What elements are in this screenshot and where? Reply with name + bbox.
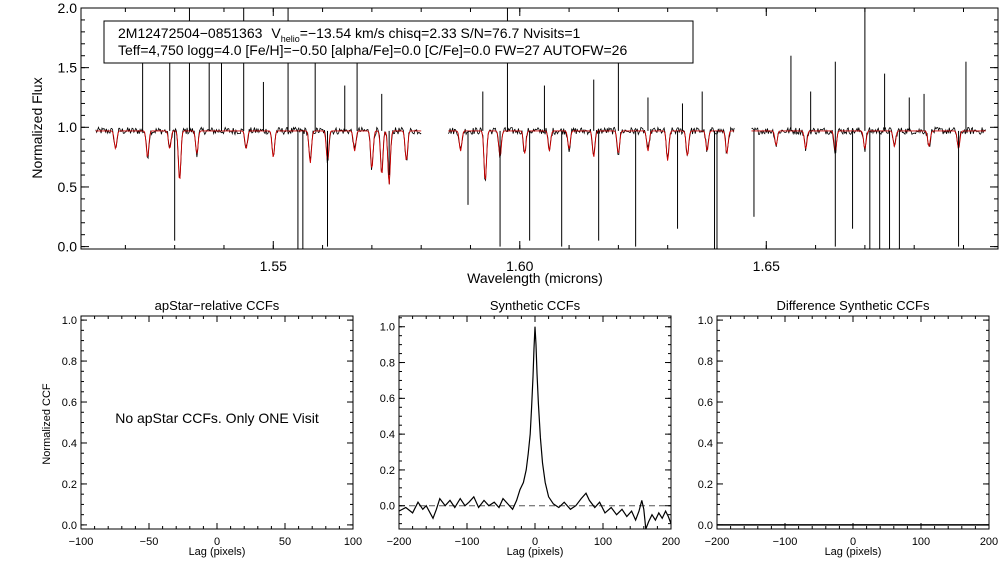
difference-ccf-ytick-label: 0.0 [698, 520, 713, 532]
spectrum-ytick-label: 0.0 [58, 239, 78, 255]
apstar-ccf-xtick-label: 100 [344, 536, 362, 548]
star-id: 2M12472504−0851363 [118, 25, 263, 41]
synthetic-ccf-ytick-label: 0.6 [380, 393, 395, 405]
synthetic-ccf-ytick-label: 0.4 [380, 429, 395, 441]
apstar-ccf-xlabel: Lag (pixels) [189, 546, 246, 558]
apstar-ccf-xtick-label: 50 [279, 536, 291, 548]
apstar-ccf-message: No apStar CCFs. Only ONE Visit [115, 410, 319, 426]
difference-ccf-xtick-label: 0 [850, 536, 856, 548]
apstar-ccf-xtick-label: 0 [214, 536, 220, 548]
apstar-ccf-xtick-label: −50 [140, 536, 159, 548]
synthetic-ccf-xlabel: Lag (pixels) [507, 546, 564, 558]
difference-ccf-xtick-label: −100 [773, 536, 798, 548]
spectrum-xtick-label: 1.60 [506, 258, 533, 274]
spectrum-ytick-label: 0.5 [58, 179, 78, 195]
difference-ccf-frame [716, 315, 990, 530]
synthetic-ccf-panel: Synthetic CCFs −200 −100 0 100 200 0.0 0.2 0.4 0… [380, 298, 680, 558]
apstar-ccf-ytick-label: 1.0 [62, 315, 77, 327]
spectrum-ytick-label: 1.5 [58, 60, 78, 76]
apstar-ccf-ytick-label: 0.8 [62, 356, 77, 368]
spectrum-ytick-label: 1.0 [58, 119, 78, 135]
synthetic-ccf-ytick-label: 1.0 [380, 322, 395, 334]
apstar-ccf-ytick-label: 0.6 [62, 397, 77, 409]
synthetic-ccf-frame [398, 315, 672, 530]
spectrum-xtick-label: 1.55 [260, 258, 287, 274]
spectrum-axis-ticks: 1.55 1.60 1.65 0.0 0.5 1.0 1.5 2.0 [58, 0, 998, 274]
difference-ccf-title: Difference Synthetic CCFs [777, 298, 930, 313]
difference-ccf-ytick-label: 0.4 [698, 438, 713, 450]
annotation-box [103, 20, 694, 64]
model-spectrum-chip-1 [95, 130, 422, 185]
spectrum-xtick-label: 1.65 [753, 258, 780, 274]
annotation-line-1: 2M12472504−0851363 Vhelio=−13.54 km/s chi… [118, 25, 581, 44]
difference-ccf-ytick-label: 0.6 [698, 397, 713, 409]
model-spectrum-chip-3 [751, 130, 986, 151]
apstar-ccf-ytick-label: 0.0 [62, 520, 77, 532]
difference-ccf-ticks: −200 −100 0 100 200 0.0 0.2 0.4 0.6 0.8 1.0 [698, 315, 998, 548]
apstar-ccf-ytick-label: 0.4 [62, 438, 77, 450]
difference-ccf-xtick-label: 100 [912, 536, 930, 548]
annotation-line-2: Teff=4,750 logg=4.0 [Fe/H]=−0.50 [alpha/… [118, 42, 627, 58]
synthetic-ccf-line [398, 326, 672, 530]
synthetic-ccf-xtick-label: −100 [455, 536, 480, 548]
vhelio-subscript: helio [281, 34, 300, 44]
vhelio-symbol: V [271, 25, 281, 41]
synthetic-ccf-xtick-label: 200 [662, 536, 680, 548]
synthetic-ccf-ytick-label: 0.8 [380, 357, 395, 369]
difference-ccf-ytick-label: 1.0 [698, 315, 713, 327]
difference-ccf-ytick-label: 0.8 [698, 356, 713, 368]
difference-ccf-xtick-label: −200 [705, 536, 730, 548]
difference-ccf-ytick-label: 0.2 [698, 479, 713, 491]
spectrum-plot-frame [80, 7, 999, 250]
model-spectrum-chip-2 [448, 130, 735, 180]
apstar-ccf-xtick-label: −100 [69, 536, 94, 548]
difference-ccf-xtick-label: 200 [980, 536, 998, 548]
apstar-ccf-ylabel: Normalized CCF [41, 383, 53, 465]
difference-ccf-xlabel: Lag (pixels) [825, 546, 882, 558]
synthetic-ccf-ticks: −200 −100 0 100 200 0.0 0.2 0.4 0.6 0.8 1.0 [380, 316, 680, 548]
synthetic-ccf-ytick-label: 0.2 [380, 465, 395, 477]
synthetic-ccf-ytick-label: 0.0 [380, 501, 395, 513]
synthetic-ccf-title: Synthetic CCFs [490, 298, 581, 313]
apstar-ccf-title: apStar−relative CCFs [155, 298, 280, 313]
apstar-ccf-ytick-label: 0.2 [62, 479, 77, 491]
spectrum-ylabel: Normalized Flux [29, 77, 45, 178]
spectrum-xlabel: Wavelength (microns) [467, 270, 603, 286]
spectrum-panel: 1.55 1.60 1.65 0.0 0.5 1.0 1.5 2.0 Wavelength (… [29, 0, 999, 286]
apstar-ccf-panel: apStar−relative CCFs −100 −50 0 50 100 0.0 0.2… [41, 298, 362, 558]
synthetic-ccf-xtick-label: 0 [532, 536, 538, 548]
annotation-line-1-rest: =−13.54 km/s chisq=2.33 S/N=76.7 Nvisits… [300, 25, 581, 41]
synthetic-ccf-xtick-label: 100 [594, 536, 612, 548]
synthetic-ccf-data-layer [398, 326, 672, 530]
apstar-ccf-ticks: −100 −50 0 50 100 0.0 0.2 0.4 0.6 0.8 1.0 [62, 315, 362, 548]
observed-spectrum-chip-1 [95, 126, 422, 185]
difference-ccf-panel: Difference Synthetic CCFs −200 −100 0 100 20… [698, 298, 998, 558]
synthetic-ccf-xtick-label: −200 [387, 536, 412, 548]
spectrum-ytick-label: 2.0 [58, 0, 78, 16]
